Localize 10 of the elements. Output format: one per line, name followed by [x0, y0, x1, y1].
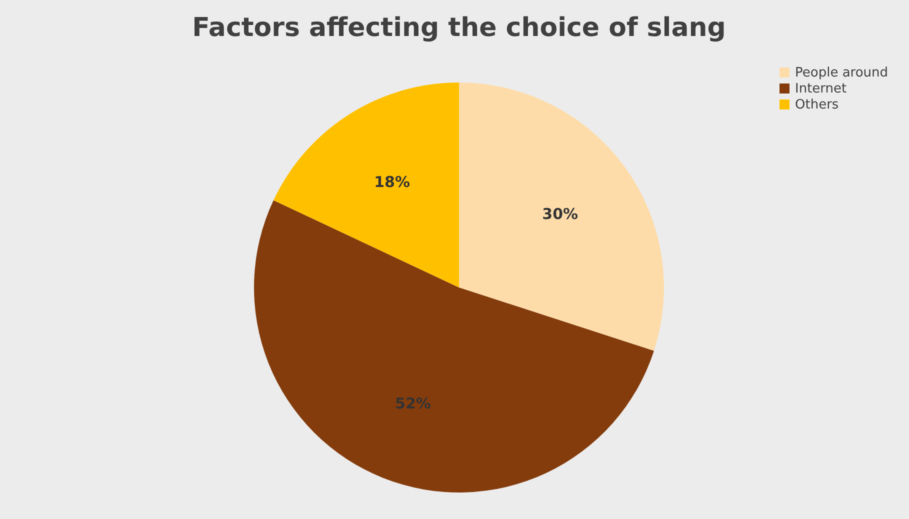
pie-slice: [459, 82, 664, 351]
legend-label: Others: [795, 98, 839, 112]
pie-slice: [254, 200, 654, 492]
data-label: 30%: [542, 205, 578, 224]
legend-label: People around: [795, 66, 888, 80]
chart-title: Factors affecting the choice of slang: [192, 13, 726, 43]
data-label: 52%: [395, 394, 431, 413]
data-label: 18%: [374, 172, 410, 191]
legend-label: Internet: [795, 82, 847, 96]
pie-slice: [274, 82, 459, 288]
